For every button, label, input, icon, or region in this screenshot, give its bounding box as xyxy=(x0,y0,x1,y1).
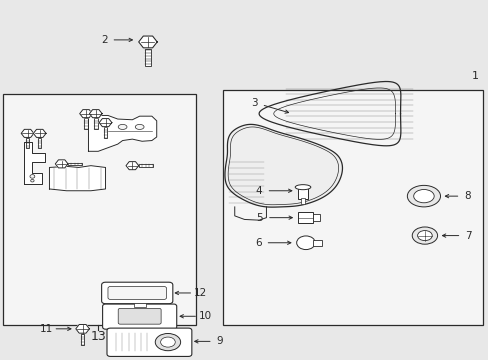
Bar xyxy=(312,240,321,246)
Text: 10: 10 xyxy=(199,311,212,321)
Polygon shape xyxy=(126,162,139,170)
Text: 7: 7 xyxy=(465,231,471,240)
Bar xyxy=(103,127,107,138)
Polygon shape xyxy=(55,160,68,168)
FancyBboxPatch shape xyxy=(118,309,161,324)
Ellipse shape xyxy=(30,175,35,178)
Bar xyxy=(298,188,307,199)
Ellipse shape xyxy=(411,227,437,244)
Bar xyxy=(145,49,150,66)
Text: 6: 6 xyxy=(254,238,261,248)
Ellipse shape xyxy=(417,230,431,240)
Polygon shape xyxy=(49,166,105,191)
Bar xyxy=(3,94,195,325)
Ellipse shape xyxy=(155,333,180,351)
Text: 5: 5 xyxy=(256,213,263,222)
Bar xyxy=(81,334,84,345)
Polygon shape xyxy=(139,36,157,48)
Bar xyxy=(26,138,29,148)
FancyBboxPatch shape xyxy=(108,287,166,300)
Ellipse shape xyxy=(31,180,34,182)
Polygon shape xyxy=(224,124,342,207)
Polygon shape xyxy=(88,116,157,151)
Ellipse shape xyxy=(413,189,433,203)
Polygon shape xyxy=(99,118,112,127)
Bar xyxy=(139,165,152,167)
Text: 3: 3 xyxy=(250,98,257,108)
Polygon shape xyxy=(21,129,34,138)
Ellipse shape xyxy=(118,125,127,130)
Bar xyxy=(301,198,305,204)
Bar xyxy=(134,303,145,307)
Ellipse shape xyxy=(296,236,315,249)
Text: 13: 13 xyxy=(90,330,106,343)
FancyBboxPatch shape xyxy=(102,282,172,304)
Bar xyxy=(222,90,483,325)
Bar xyxy=(38,138,41,148)
Text: 12: 12 xyxy=(194,288,207,298)
Bar xyxy=(94,118,97,129)
Bar xyxy=(298,212,312,224)
Bar xyxy=(68,163,82,165)
Bar xyxy=(84,118,87,129)
Polygon shape xyxy=(24,142,44,184)
Polygon shape xyxy=(89,109,102,118)
FancyBboxPatch shape xyxy=(102,304,176,329)
Text: 11: 11 xyxy=(40,324,53,334)
Polygon shape xyxy=(76,324,89,333)
Text: 8: 8 xyxy=(464,191,470,201)
Ellipse shape xyxy=(407,185,440,207)
Ellipse shape xyxy=(295,185,310,190)
Bar xyxy=(312,214,320,221)
Ellipse shape xyxy=(135,125,144,130)
Ellipse shape xyxy=(160,337,175,347)
Polygon shape xyxy=(33,129,46,138)
Text: 2: 2 xyxy=(102,35,108,45)
Polygon shape xyxy=(80,109,92,118)
Text: 4: 4 xyxy=(255,186,262,196)
Text: 9: 9 xyxy=(216,336,223,346)
Text: 1: 1 xyxy=(470,71,478,81)
FancyBboxPatch shape xyxy=(107,328,191,356)
